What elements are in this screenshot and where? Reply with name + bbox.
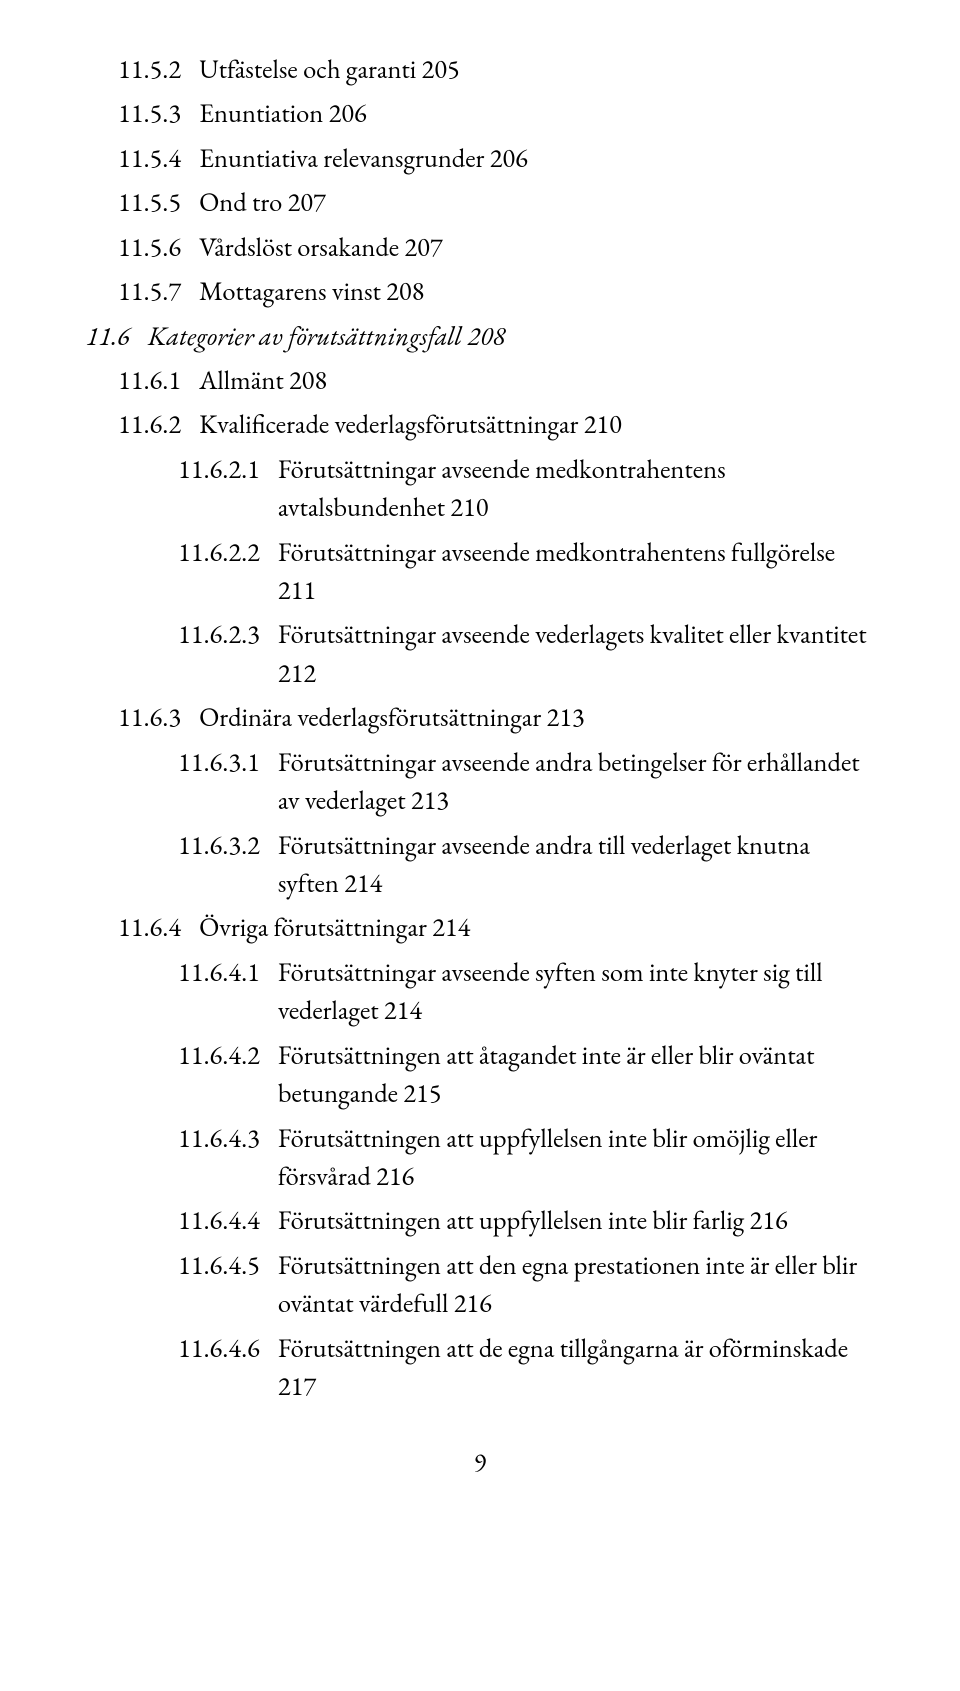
toc-entry-number: 11.6.2.1 xyxy=(178,450,278,488)
toc-entry-text: Enuntiativa relevansgrunder 206 xyxy=(199,139,874,177)
toc-entry-number: 11.6.1 xyxy=(118,361,199,399)
toc-entry: 11.5.2Utfästelse och garanti 205 xyxy=(118,50,874,88)
toc-entry-text: Vårdslöst orsakande 207 xyxy=(199,228,874,266)
toc-entry: 11.6.4.1Förutsättningar avseende syften … xyxy=(178,953,874,1030)
toc-entry-number: 11.6.3 xyxy=(118,698,199,736)
toc-entry-number: 11.6.4.6 xyxy=(178,1329,278,1367)
toc-entry: 11.5.3Enuntiation 206 xyxy=(118,94,874,132)
toc-entry: 11.5.6Vårdslöst orsakande 207 xyxy=(118,228,874,266)
toc-entry-number: 11.6.4.5 xyxy=(178,1246,278,1284)
toc-entry: 11.6.4.5Förutsättningen att den egna pre… xyxy=(178,1246,874,1323)
toc-entry: 11.6.4.3Förutsättningen att uppfyllelsen… xyxy=(178,1119,874,1196)
toc-entry-text: Ordinära vederlagsförutsättningar 213 xyxy=(199,698,874,736)
toc-entry-number: 11.5.3 xyxy=(118,94,199,132)
toc-entry-number: 11.6.4.4 xyxy=(178,1201,278,1239)
toc-entry-text: Förutsättningar avseende andra till vede… xyxy=(278,826,874,903)
toc-entry-number: 11.5.7 xyxy=(118,272,199,310)
toc-entry-text: Förutsättningen att de egna tillgångarna… xyxy=(278,1329,874,1406)
toc-entry-text: Förutsättningen att uppfyllelsen inte bl… xyxy=(278,1201,874,1239)
toc-entry-number: 11.6.2 xyxy=(118,405,199,443)
toc-entry-number: 11.6.4.2 xyxy=(178,1036,278,1074)
toc-entry-text: Förutsättningen att åtagandet inte är el… xyxy=(278,1036,874,1113)
toc-entry-number: 11.6.4 xyxy=(118,908,199,946)
toc-entry-text: Övriga förutsättningar 214 xyxy=(199,908,874,946)
toc-entry: 11.6.4Övriga förutsättningar 214 xyxy=(118,908,874,946)
toc-entry-number: 11.5.5 xyxy=(118,183,199,221)
toc-entry: 11.6.3.1Förutsättningar avseende andra b… xyxy=(178,743,874,820)
toc-entry-number: 11.6.3.1 xyxy=(178,743,278,781)
toc-entry-text: Förutsättningar avseende medkontrahenten… xyxy=(278,450,874,527)
toc-entry-number: 11.6.4.1 xyxy=(178,953,278,991)
toc-entry: 11.6.3.2Förutsättningar avseende andra t… xyxy=(178,826,874,903)
toc-entry-number: 11.5.4 xyxy=(118,139,199,177)
table-of-contents: 11.5.2Utfästelse och garanti 20511.5.3En… xyxy=(86,50,874,1406)
toc-entry: 11.6.1Allmänt 208 xyxy=(118,361,874,399)
toc-entry-text: Förutsättningen att den egna prestatione… xyxy=(278,1246,874,1323)
toc-entry: 11.6Kategorier av förutsättningsfall 208 xyxy=(86,317,874,355)
toc-entry-text: Allmänt 208 xyxy=(199,361,874,399)
toc-entry-number: 11.6.2.3 xyxy=(178,615,278,653)
toc-entry-text: Mottagarens vinst 208 xyxy=(199,272,874,310)
toc-entry: 11.6.4.6Förutsättningen att de egna till… xyxy=(178,1329,874,1406)
toc-entry-text: Enuntiation 206 xyxy=(199,94,874,132)
toc-entry: 11.5.4Enuntiativa relevansgrunder 206 xyxy=(118,139,874,177)
toc-entry: 11.6.4.2Förutsättningen att åtagandet in… xyxy=(178,1036,874,1113)
toc-entry-text: Förutsättningar avseende vederlagets kva… xyxy=(278,615,874,692)
toc-entry: 11.6.3Ordinära vederlagsförutsättningar … xyxy=(118,698,874,736)
toc-entry-text: Kvalificerade vederlagsförutsättningar 2… xyxy=(199,405,874,443)
toc-entry: 11.6.2.3Förutsättningar avseende vederla… xyxy=(178,615,874,692)
toc-entry-number: 11.6.4.3 xyxy=(178,1119,278,1157)
toc-entry-number: 11.6.2.2 xyxy=(178,533,278,571)
page-number: 9 xyxy=(86,1444,874,1482)
toc-entry-text: Ond tro 207 xyxy=(199,183,874,221)
toc-entry: 11.6.2.2Förutsättningar avseende medkont… xyxy=(178,533,874,610)
toc-entry-number: 11.6.3.2 xyxy=(178,826,278,864)
toc-entry-text: Kategorier av förutsättningsfall 208 xyxy=(148,317,874,355)
toc-entry-text: Förutsättningen att uppfyllelsen inte bl… xyxy=(278,1119,874,1196)
toc-entry-text: Förutsättningar avseende syften som inte… xyxy=(278,953,874,1030)
toc-entry: 11.6.2.1Förutsättningar avseende medkont… xyxy=(178,450,874,527)
toc-entry-number: 11.5.6 xyxy=(118,228,199,266)
toc-entry-text: Utfästelse och garanti 205 xyxy=(199,50,874,88)
toc-entry-text: Förutsättningar avseende andra betingels… xyxy=(278,743,874,820)
toc-entry: 11.5.7Mottagarens vinst 208 xyxy=(118,272,874,310)
toc-entry-number: 11.5.2 xyxy=(118,50,199,88)
toc-entry: 11.6.2Kvalificerade vederlagsförutsättni… xyxy=(118,405,874,443)
toc-entry-number: 11.6 xyxy=(86,317,148,355)
toc-entry: 11.6.4.4Förutsättningen att uppfyllelsen… xyxy=(178,1201,874,1239)
toc-entry: 11.5.5Ond tro 207 xyxy=(118,183,874,221)
toc-entry-text: Förutsättningar avseende medkontrahenten… xyxy=(278,533,874,610)
